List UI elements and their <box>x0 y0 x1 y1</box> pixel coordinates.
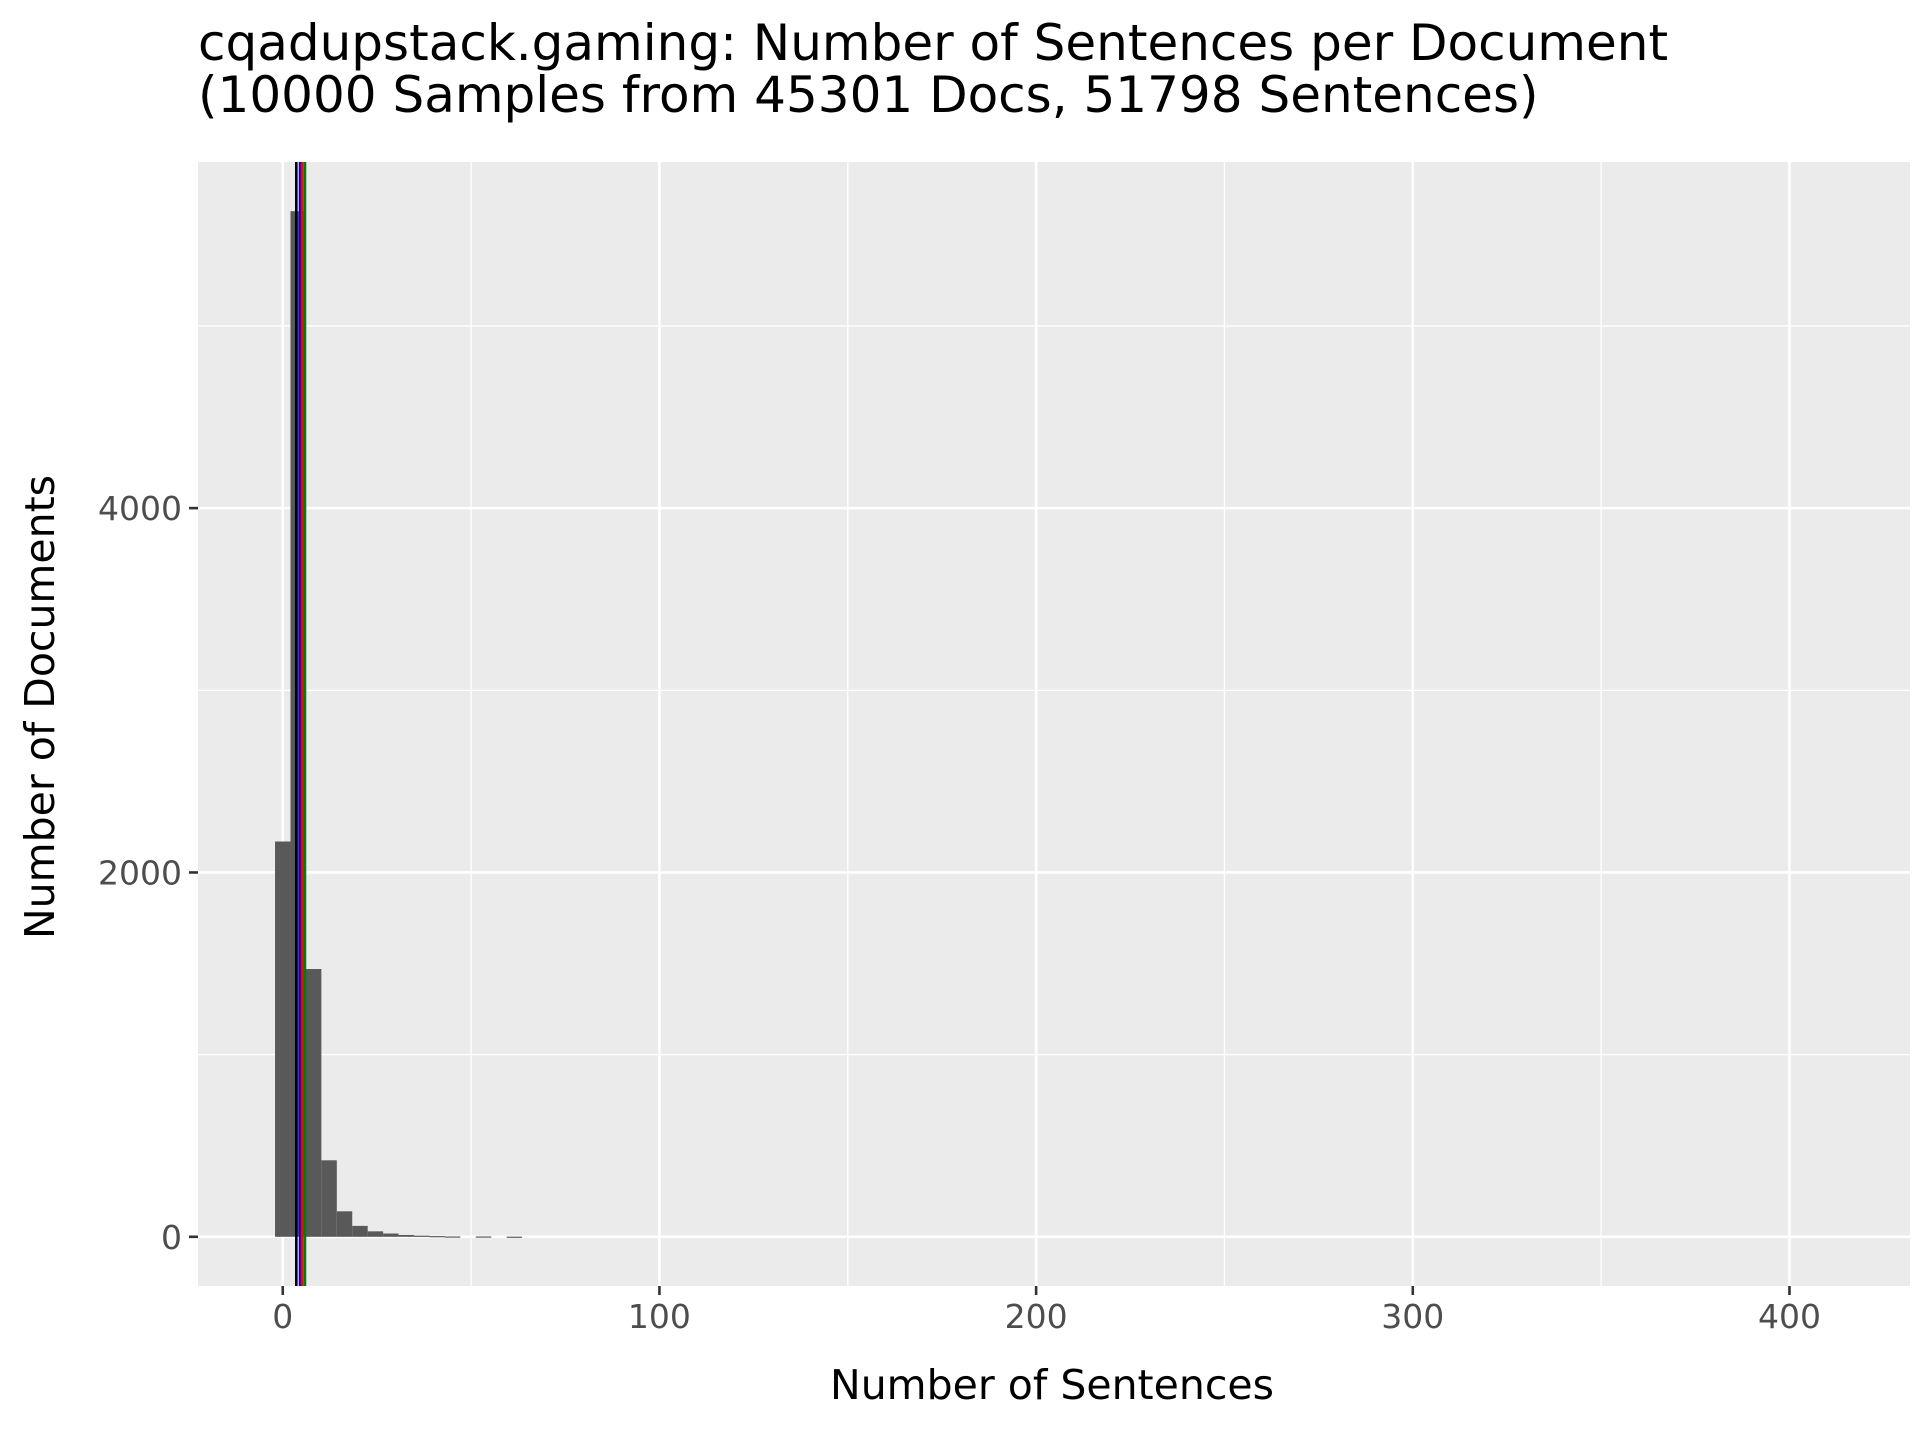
histogram-bar <box>336 1211 353 1237</box>
histogram-bar <box>383 1233 399 1237</box>
x-axis-title: Number of Sentences <box>830 1361 1274 1409</box>
x-tick-label: 200 <box>1005 1297 1068 1336</box>
y-axis-title: Number of Documents <box>16 475 64 939</box>
y-tick-label: 2000 <box>98 853 182 892</box>
histogram-bar <box>414 1235 430 1237</box>
y-tick-label: 4000 <box>98 489 182 528</box>
grid-lines <box>198 162 1910 1286</box>
histogram-bar <box>367 1231 384 1237</box>
chart-subtitle: (10000 Samples from 45301 Docs, 51798 Se… <box>198 66 1539 124</box>
y-tick-label: 0 <box>161 1218 182 1257</box>
statistic-lines <box>295 162 307 1286</box>
histogram-bar <box>305 969 322 1237</box>
x-tick-label: 400 <box>1758 1297 1821 1336</box>
chart-title: cqadupstack.gaming: Number of Sentences … <box>198 14 1668 72</box>
plot-panel <box>198 162 1910 1286</box>
x-tick-label: 300 <box>1381 1297 1444 1336</box>
histogram-bar <box>475 1236 492 1238</box>
histogram-bar <box>444 1236 461 1238</box>
x-tick-label: 100 <box>628 1297 691 1336</box>
histogram-bar <box>352 1225 368 1237</box>
x-tick-label: 0 <box>272 1297 293 1336</box>
histogram-bar <box>275 841 291 1237</box>
histogram-bar <box>506 1236 523 1238</box>
histogram-bar <box>429 1236 445 1238</box>
histogram-bar <box>321 1160 337 1237</box>
histogram-bar <box>398 1234 415 1237</box>
